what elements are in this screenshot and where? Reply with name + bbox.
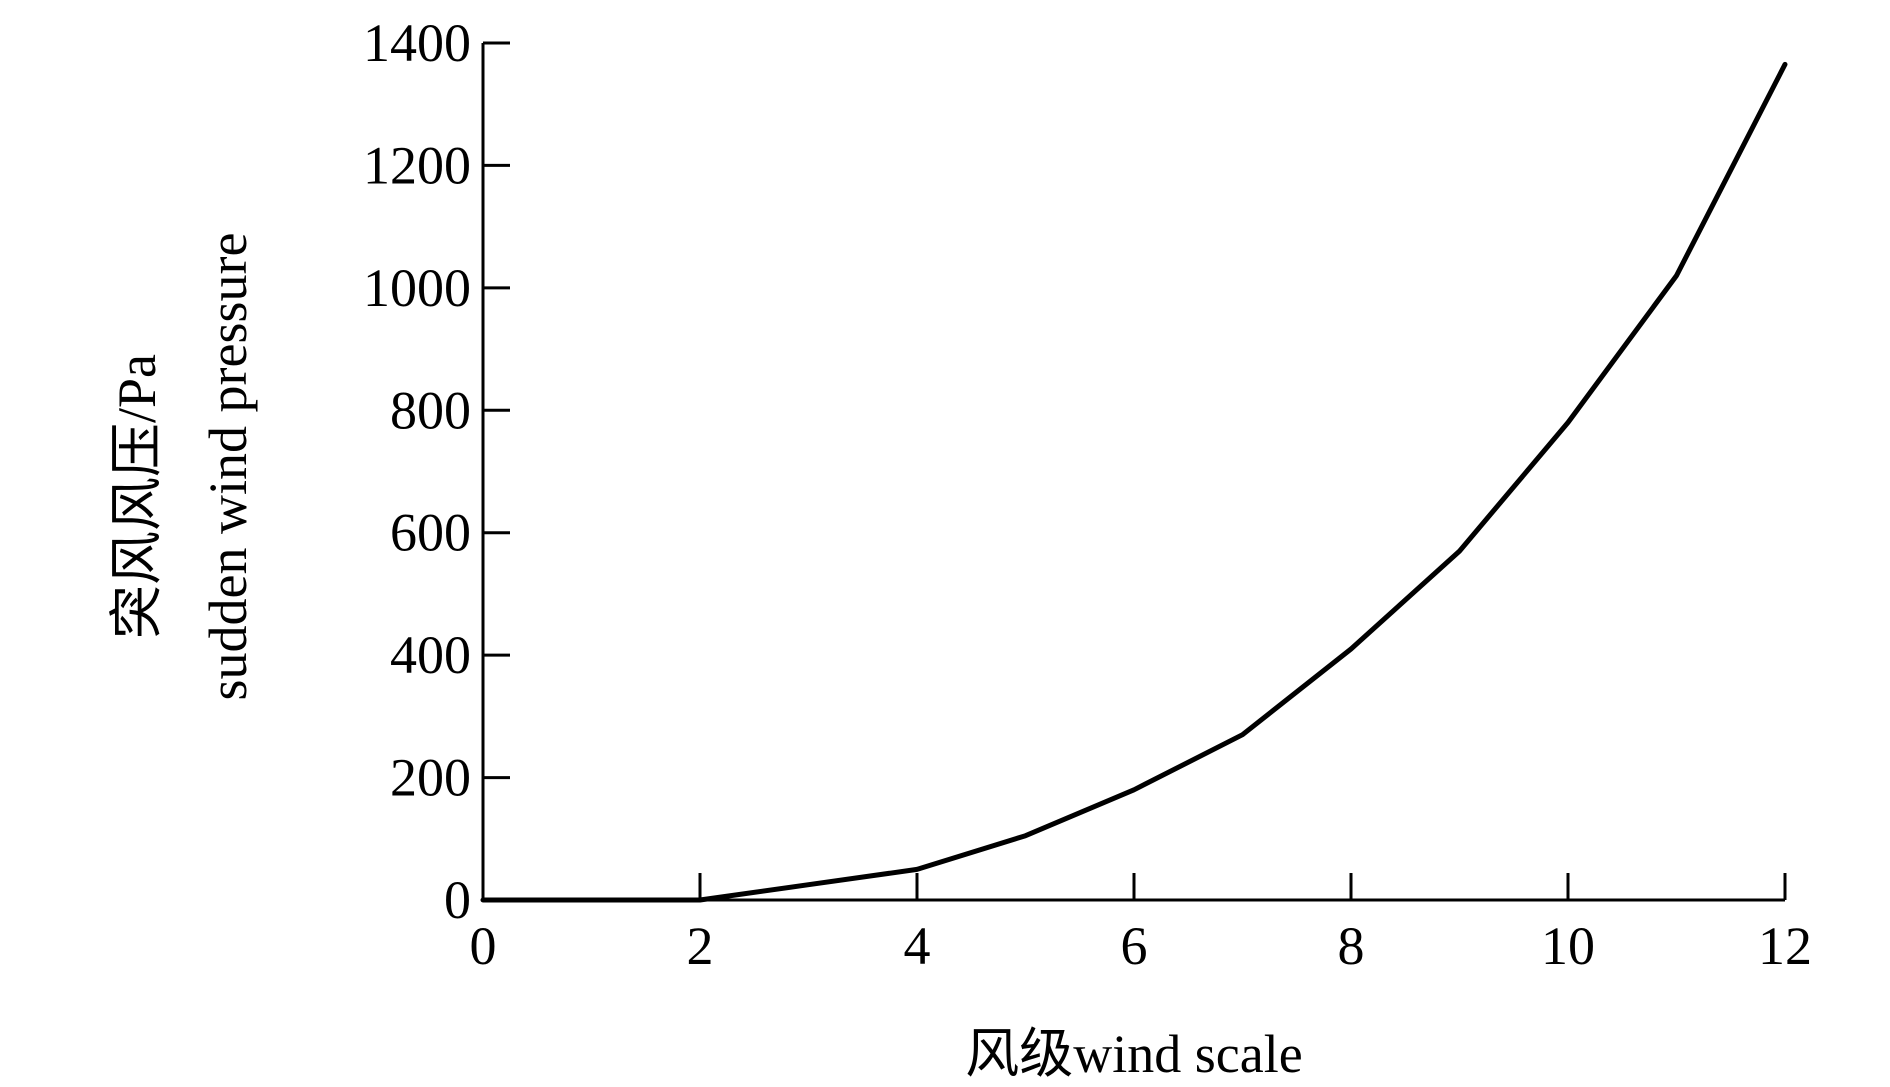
- y-tick-label: 1400: [363, 13, 471, 73]
- x-tick-label: 10: [1541, 916, 1595, 976]
- x-tick-label: 4: [904, 916, 931, 976]
- y-tick-label: 1200: [363, 135, 471, 195]
- y-axis-title-line-2: sudden wind pressure: [198, 233, 258, 701]
- series-line: [480, 61, 1788, 903]
- x-axis-title: 风级wind scale: [965, 1024, 1302, 1084]
- y-tick-label: 400: [390, 625, 471, 685]
- y-tick-label: 600: [390, 503, 471, 563]
- y-tick-label: 1000: [363, 258, 471, 318]
- x-tick-label: 2: [687, 916, 714, 976]
- x-tick-label: 8: [1338, 916, 1365, 976]
- y-tick-label: 200: [390, 748, 471, 808]
- series-group: [480, 61, 1788, 903]
- y-axis-title-line-1: 突风风压/Pa: [107, 354, 167, 639]
- x-tick-label: 6: [1121, 916, 1148, 976]
- x-tick-label: 0: [470, 916, 497, 976]
- x-tick-label: 12: [1758, 916, 1812, 976]
- x-axis-ticks: 0 2 4 6 8 10 12: [470, 873, 1812, 976]
- y-tick-label: 0: [444, 870, 471, 930]
- y-tick-label: 800: [390, 380, 471, 440]
- y-axis-ticks: 0 200 400 600 800 1000 1200 1400: [363, 13, 510, 930]
- y-axis-title: 突风风压/Pa sudden wind pressure: [107, 233, 258, 701]
